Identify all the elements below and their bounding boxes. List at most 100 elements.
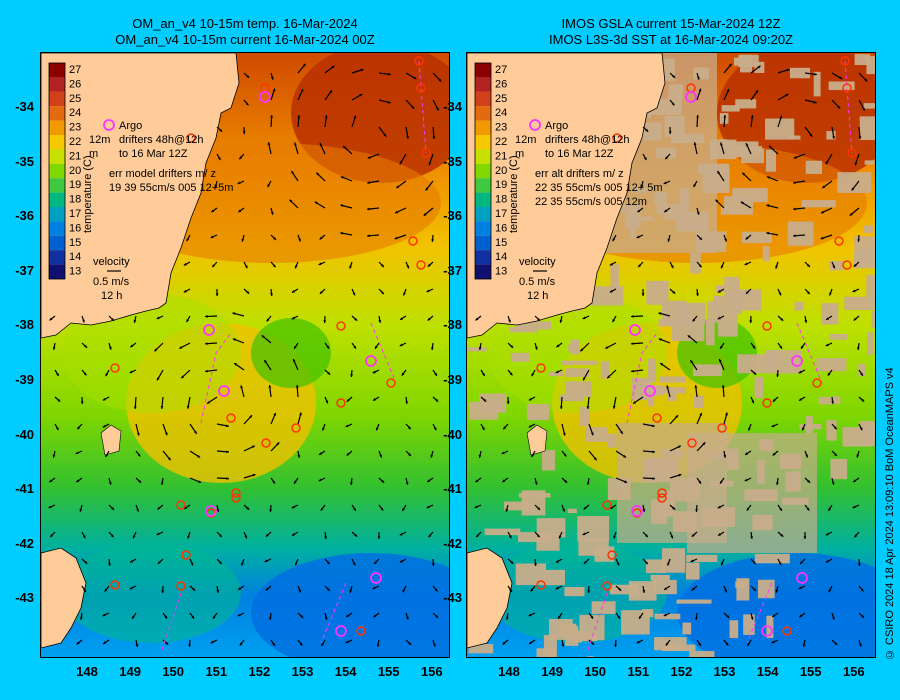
velocity-arrowhead (806, 291, 810, 295)
velocity-arrowhead (483, 398, 487, 402)
velocity-arrowhead (753, 371, 757, 375)
velocity-arrowhead (380, 291, 384, 295)
velocity-arrowhead (772, 614, 776, 618)
colorbar-label: temperature (C) (82, 155, 94, 233)
velocity-arrowhead (215, 293, 219, 296)
lon-label: 156 (420, 664, 443, 679)
cloud-mask (654, 613, 681, 620)
velocity-arrowhead (272, 480, 276, 484)
velocity-arrowhead (750, 616, 754, 620)
velocity-arrowhead (720, 142, 723, 146)
velocity-arrowhead (775, 265, 778, 269)
left-map[interactable]: 27 26 25 24 23 22 21 20 19 18 17 16 15 14 13 temperatur… (40, 52, 450, 658)
velocity-arrowhead (534, 563, 537, 566)
colorbar-tick: 14 (495, 251, 507, 263)
velocity-arrowhead (427, 479, 431, 483)
velocity-arrowhead (291, 316, 295, 320)
cloud-mask (662, 303, 669, 325)
mainland-australia (467, 53, 666, 339)
velocity-arrowhead (76, 479, 80, 483)
velocity-arrowhead (165, 641, 169, 645)
colorbar-tick: 24 (495, 107, 507, 119)
lon-label: 152 (248, 664, 271, 679)
velocity-arrowhead (426, 505, 430, 509)
velocity-arrowhead (265, 587, 269, 591)
velocity-arrowhead (234, 363, 238, 366)
velocity-arrowhead (353, 507, 356, 511)
colorbar-swatch (475, 235, 491, 251)
cloud-mask (661, 548, 686, 573)
velocity-arrowhead (402, 508, 405, 512)
argo-marker (796, 572, 808, 584)
velocity-arrowhead (717, 316, 721, 320)
cloud-mask (743, 614, 755, 635)
velocity-arrowhead (238, 587, 242, 590)
velocity-arrowhead (394, 236, 398, 240)
velocity-arrowhead (757, 65, 761, 69)
velocity-arrowhead (350, 482, 353, 485)
velocity-arrowhead (693, 184, 697, 188)
velocity-arrowhead (832, 135, 836, 139)
cloud-mask (767, 350, 803, 374)
velocity-arrowhead (226, 477, 229, 480)
velocity-arrowhead (609, 289, 613, 293)
velocity-arrowhead (79, 508, 83, 512)
cloud-mask (610, 264, 619, 289)
cloud-mask (866, 56, 875, 75)
velocity-arrowhead (405, 401, 409, 404)
velocity-arrowhead (475, 479, 479, 483)
velocity-arrowhead (725, 412, 728, 416)
velocity-arrowhead (300, 89, 304, 93)
cloud-mask (734, 57, 741, 66)
cloud-mask (567, 508, 577, 514)
velocity-arrowhead (249, 415, 253, 419)
velocity-arrowhead (291, 289, 295, 293)
lat-label: -42 (15, 535, 34, 551)
cloud-mask (732, 187, 768, 203)
velocity-arrowhead (772, 452, 776, 456)
cloud-mask (737, 354, 771, 374)
velocity-arrowhead (531, 454, 535, 458)
velocity-arrowhead (534, 346, 538, 350)
cloud-mask (864, 160, 875, 165)
right-map[interactable]: 27 26 25 24 23 22 21 20 19 18 17 16 15 14 13 temperatur… (466, 52, 876, 658)
cloud-mask (829, 333, 847, 340)
cloud-mask (725, 292, 757, 299)
velocity-arrowhead (214, 184, 218, 188)
drifter-track (320, 582, 347, 644)
velocity-arrowhead (508, 319, 511, 323)
velocity-arrowhead (380, 507, 384, 511)
velocity-arrowhead (353, 115, 357, 119)
velocity-time: 12 h (101, 290, 122, 302)
cloud-mask (685, 562, 700, 580)
velocity-arrowhead (210, 640, 214, 644)
velocity-arrowhead (105, 454, 109, 458)
velocity-arrowhead (52, 454, 56, 458)
right-title-line2: IMOS L3S-3d SST at 16-Mar-2024 09:20Z (549, 32, 793, 47)
velocity-arrowhead (164, 432, 168, 436)
drifter-marker (110, 363, 120, 373)
left-title-line2: OM_an_v4 10-15m current 16-Mar-2024 00Z (115, 32, 375, 47)
colorbar-swatch (49, 250, 65, 265)
velocity-arrowhead (826, 317, 830, 320)
colorbar-tick: 21 (495, 150, 507, 162)
velocity-arrowhead (640, 184, 644, 188)
velocity-arrowhead (798, 370, 802, 374)
velocity-arrowhead (49, 479, 53, 483)
velocity-arrowhead (184, 506, 188, 509)
tasman-water (61, 543, 241, 643)
velocity-arrowhead (607, 375, 611, 379)
velocity-arrowhead (642, 590, 646, 593)
velocity-arrowhead (723, 455, 727, 458)
velocity-arrowhead (346, 398, 350, 402)
velocity-arrowhead (160, 406, 164, 409)
velocity-arrowhead (218, 534, 222, 538)
velocity-arrowhead (624, 480, 628, 483)
velocity-arrowhead (160, 482, 164, 485)
cloud-mask (536, 518, 566, 538)
velocity-arrowhead (663, 613, 667, 617)
colorbar-swatch (49, 149, 65, 164)
velocity-arrowhead (852, 289, 856, 293)
cloud-mask (754, 376, 764, 398)
cloud-mask (789, 67, 811, 79)
